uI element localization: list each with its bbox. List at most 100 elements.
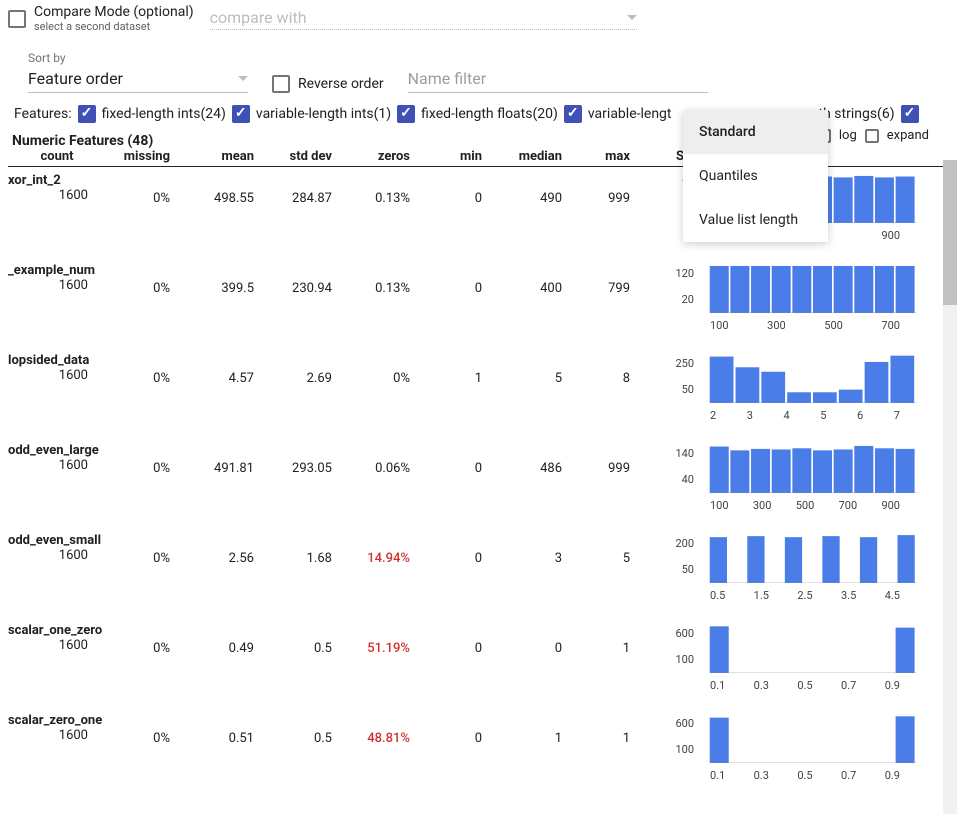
- y-axis-label: 100: [670, 743, 694, 756]
- x-axis-labels: 0.10.30.50.70.9: [710, 769, 900, 782]
- col-min: min: [410, 149, 482, 164]
- chart-type-dropdown: Standard Quantiles Value list length: [683, 110, 828, 242]
- feature-name: odd_even_large: [8, 443, 106, 458]
- stat-cell: 0%: [106, 533, 170, 617]
- stat-cell: 0.49: [170, 623, 254, 707]
- filter-var-ints-label: variable-length ints(1): [256, 106, 391, 122]
- feature-count: 1600: [8, 278, 106, 293]
- table-row: odd_even_large 16000%491.81293.050.06%04…: [8, 437, 949, 527]
- stat-cell: 1: [562, 623, 630, 707]
- y-axis-label: 140: [670, 447, 694, 460]
- feature-name: scalar_zero_one: [8, 713, 106, 728]
- stat-cell: 284.87: [254, 173, 332, 257]
- stat-cell: 0%: [106, 353, 170, 437]
- stat-cell: 2.69: [254, 353, 332, 437]
- table-row: scalar_zero_one 16000%0.510.548.81%01160…: [8, 707, 949, 797]
- filter-fixed-floats-label: fixed-length floats(20): [421, 106, 558, 122]
- histogram-chart[interactable]: 6001000.10.30.50.70.9: [670, 713, 949, 797]
- table-row: odd_even_small 16000%2.561.6814.94%03520…: [8, 527, 949, 617]
- compare-with-select[interactable]: compare with: [210, 8, 637, 30]
- histogram-chart[interactable]: 6001000.10.30.50.70.9: [670, 623, 949, 707]
- stat-cell: 999: [562, 173, 630, 257]
- filter-var-len-checkbox[interactable]: [564, 105, 582, 123]
- stat-cell: 486: [482, 443, 562, 527]
- histogram-chart[interactable]: 140 40 100300500700900: [670, 443, 949, 527]
- histogram-chart[interactable]: 120 20 100300500700: [670, 263, 949, 347]
- compare-mode-row: Compare Mode (optional) select a second …: [8, 4, 949, 33]
- stat-cell: 0: [410, 443, 482, 527]
- stat-cell: 0%: [106, 263, 170, 347]
- stat-cell: 0: [410, 713, 482, 797]
- feature-name: scalar_one_zero: [8, 623, 106, 638]
- filter-fixed-floats-checkbox[interactable]: [397, 105, 415, 123]
- stat-cell: 4.57: [170, 353, 254, 437]
- stat-cell: 491.81: [170, 443, 254, 527]
- features-table: xor_int_2 16000%498.55284.870.13%0490999…: [0, 167, 957, 797]
- histogram-chart[interactable]: 25050234567: [670, 353, 949, 437]
- x-axis-labels: 0.51.52.53.54.5: [710, 589, 900, 602]
- stat-cell: 8: [562, 353, 630, 437]
- log-label: log: [839, 128, 857, 143]
- stat-cell: 0%: [106, 623, 170, 707]
- compare-mode-checkbox[interactable]: [8, 10, 26, 28]
- stat-cell: 0%: [106, 713, 170, 797]
- scrollbar-thumb[interactable]: [943, 160, 957, 305]
- stat-cell: 0%: [106, 173, 170, 257]
- feature-name: odd_even_small: [8, 533, 106, 548]
- y-axis-label: 50: [670, 563, 694, 576]
- stat-cell: 0.06%: [332, 443, 410, 527]
- y-axis-label: 20: [670, 293, 694, 306]
- histogram-chart[interactable]: 200500.51.52.53.54.5: [670, 533, 949, 617]
- stat-cell: 0.51: [170, 713, 254, 797]
- filter-strings-checkbox[interactable]: [901, 105, 919, 123]
- stat-cell: 0: [410, 623, 482, 707]
- stat-cell: 0: [410, 263, 482, 347]
- expand-label: expand: [887, 128, 929, 143]
- stat-cell: 230.94: [254, 263, 332, 347]
- filter-var-ints-checkbox[interactable]: [232, 105, 250, 123]
- filter-fixed-ints-checkbox[interactable]: [78, 105, 96, 123]
- stat-cell: 0%: [106, 443, 170, 527]
- chevron-down-icon: [238, 76, 248, 81]
- stat-cell: 0: [410, 173, 482, 257]
- sort-by-select[interactable]: Feature order: [28, 65, 248, 93]
- stat-cell: 1: [482, 713, 562, 797]
- col-zeros: zeros: [332, 149, 410, 164]
- stat-cell: 5: [482, 353, 562, 437]
- x-axis-labels: 0.10.30.50.70.9: [710, 679, 900, 692]
- compare-with-placeholder: compare with: [210, 8, 307, 27]
- stat-cell: 1: [410, 353, 482, 437]
- y-axis-label: 600: [670, 627, 694, 640]
- compare-mode-sublabel: select a second dataset: [34, 20, 194, 33]
- table-row: lopsided_data 16000%4.572.690%1582505023…: [8, 347, 949, 437]
- compare-mode-label: Compare Mode (optional): [34, 4, 194, 20]
- feature-count: 1600: [8, 548, 106, 563]
- stat-cell: 399.5: [170, 263, 254, 347]
- stat-cell: 51.19%: [332, 623, 410, 707]
- name-filter-input[interactable]: Name filter: [408, 65, 708, 93]
- feature-count: 1600: [8, 458, 106, 473]
- stat-cell: 498.55: [170, 173, 254, 257]
- expand-checkbox[interactable]: [865, 129, 879, 143]
- menu-item-standard[interactable]: Standard: [683, 110, 828, 154]
- reverse-order-label: Reverse order: [298, 76, 384, 92]
- menu-item-quantiles[interactable]: Quantiles: [683, 154, 828, 198]
- sort-by-value: Feature order: [28, 69, 123, 88]
- x-axis-labels: 100300500700: [710, 319, 900, 332]
- col-mean: mean: [170, 149, 254, 164]
- stat-cell: 999: [562, 443, 630, 527]
- menu-item-value-list[interactable]: Value list length: [683, 198, 828, 242]
- stat-cell: 0: [482, 623, 562, 707]
- filters-prefix: Features:: [14, 106, 72, 122]
- chevron-down-icon: [627, 15, 637, 20]
- feature-name: _example_num: [8, 263, 106, 278]
- y-axis-label: 40: [670, 473, 694, 486]
- col-count: count: [8, 149, 106, 164]
- filter-fixed-ints-label: fixed-length ints(24): [102, 106, 226, 122]
- reverse-order-checkbox[interactable]: [272, 75, 290, 93]
- stat-cell: 0.13%: [332, 263, 410, 347]
- stat-cell: 0.13%: [332, 173, 410, 257]
- x-axis-labels: 100300500700900: [710, 499, 900, 512]
- y-axis-label: 120: [670, 267, 694, 280]
- stat-cell: 799: [562, 263, 630, 347]
